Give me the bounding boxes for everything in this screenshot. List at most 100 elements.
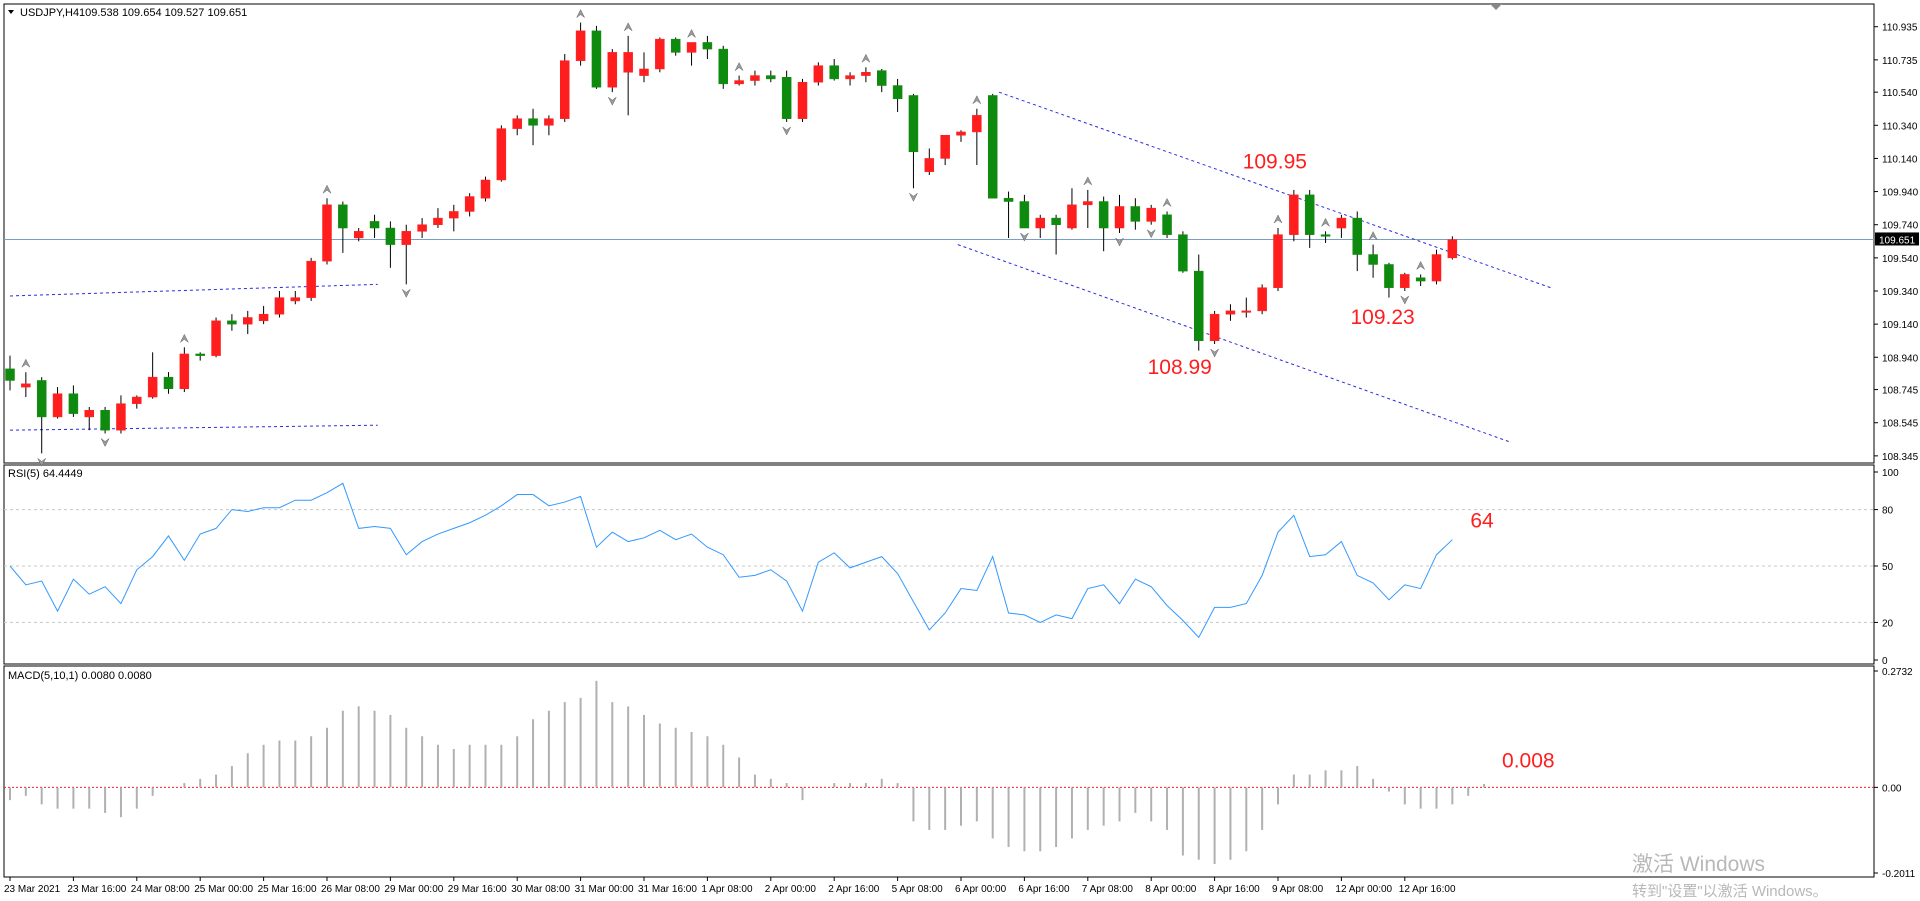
fractal-down-arrow	[1210, 348, 1219, 358]
candle-bear	[163, 376, 174, 390]
time-label: 23 Mar 16:00	[67, 884, 126, 895]
candle-bull	[1447, 239, 1458, 259]
fractal-up-arrow	[576, 9, 585, 18]
candle-bull	[211, 320, 221, 356]
candle-bear	[908, 95, 919, 153]
time-label: 29 Mar 00:00	[384, 884, 443, 895]
time-label: 8 Apr 00:00	[1145, 884, 1197, 895]
time-label: 29 Mar 16:00	[448, 884, 507, 895]
fractal-up-arrow	[1321, 217, 1330, 227]
candle-bull	[623, 52, 633, 73]
fractal-down-arrow	[608, 96, 617, 106]
fractal-down-arrow	[402, 289, 411, 298]
time-label: 2 Apr 00:00	[765, 884, 817, 895]
candle-bear	[5, 368, 15, 381]
candle-bull	[813, 65, 824, 83]
candle-bear	[1194, 270, 1204, 341]
price-tick-label: 109.940	[1882, 188, 1919, 199]
candle-bear	[1352, 217, 1362, 255]
shift-marker-icon[interactable]	[1490, 4, 1502, 10]
fractal-up-arrow	[972, 95, 982, 104]
fractal-down-arrow	[100, 438, 110, 448]
rsi-tick-label: 50	[1882, 562, 1894, 573]
candle-bull	[1257, 287, 1267, 312]
fractal-up-arrow	[1368, 231, 1378, 240]
price-annotation: 109.95	[1243, 150, 1307, 173]
time-label: 12 Apr 16:00	[1399, 884, 1456, 895]
price-tick-label: 109.740	[1882, 221, 1919, 232]
candle-bull	[1289, 194, 1299, 235]
candle-bear	[781, 76, 792, 119]
candle-bear	[528, 118, 538, 126]
price-tick-label: 108.345	[1882, 452, 1919, 463]
fractal-up-arrow	[1273, 214, 1283, 224]
current-price-box	[1875, 232, 1919, 246]
price-pane[interactable]	[3, 3, 1875, 464]
time-label: 8 Apr 16:00	[1209, 884, 1261, 895]
trend-line	[998, 91, 1551, 289]
price-annotation: 108.99	[1148, 356, 1212, 379]
candle-bull	[1146, 207, 1156, 222]
rsi-tick-label: 0	[1882, 656, 1888, 667]
candle-bear	[702, 42, 713, 50]
fractal-down-arrow	[909, 193, 918, 202]
macd-tick-label: 0.00	[1882, 783, 1902, 794]
candle-bull	[243, 317, 253, 325]
price-annotation: 109.23	[1350, 306, 1414, 329]
price-tick-label: 108.545	[1882, 419, 1919, 430]
candle-bull	[575, 30, 586, 61]
time-label: 24 Mar 08:00	[131, 884, 190, 895]
time-label: 26 Mar 08:00	[321, 884, 380, 895]
watermark-line-1: 激活 Windows	[1632, 853, 1766, 876]
macd-tick-label: -0.2011	[1882, 869, 1916, 880]
time-label: 25 Mar 16:00	[258, 884, 317, 895]
candle-bull	[924, 158, 935, 172]
candle-bear	[892, 85, 903, 100]
rsi-tick-label: 100	[1882, 468, 1899, 479]
candle-bear	[1415, 277, 1426, 282]
fractal-up-arrow	[1162, 197, 1172, 207]
price-tick-label: 108.940	[1882, 353, 1919, 364]
rsi-label: RSI(5) 64.4449	[8, 468, 83, 480]
fractal-down-arrow	[782, 126, 791, 136]
candle-bull	[1114, 206, 1125, 229]
fractal-up-arrow	[1083, 176, 1093, 186]
candle-bull	[734, 80, 744, 85]
time-label: 2 Apr 16:00	[828, 884, 880, 895]
candle-bull	[1209, 313, 1220, 341]
candle-bull	[147, 376, 158, 398]
candle-bear	[227, 320, 237, 325]
macd-current-annotation: 0.008	[1502, 749, 1555, 772]
candle-bear	[369, 221, 380, 229]
fractal-down-arrow	[37, 458, 46, 467]
fractal-up-arrow	[687, 28, 696, 38]
candle-bear	[195, 353, 205, 356]
candle-bull	[290, 297, 301, 302]
time-label: 9 Apr 08:00	[1272, 884, 1324, 895]
candle-bear	[1162, 214, 1172, 235]
candle-bull	[179, 353, 190, 390]
fractal-up-arrow	[734, 62, 744, 71]
candle-bull	[861, 72, 871, 76]
price-tick-label: 110.935	[1882, 23, 1918, 34]
candle-bull	[845, 75, 855, 80]
macd-indicator: 0.2732 0.00 -0.2011 0.008	[4, 667, 1916, 880]
rsi-pane[interactable]	[3, 464, 1875, 665]
candle-bull	[353, 231, 364, 239]
price-tick-label: 110.540	[1882, 88, 1918, 99]
symbol-dropdown-icon[interactable]	[8, 10, 14, 14]
price-tick-label: 110.140	[1882, 154, 1918, 165]
candle-bull	[639, 68, 649, 76]
fractal-up-arrow	[180, 333, 189, 343]
candle-bull	[1035, 217, 1045, 229]
time-label: 6 Apr 00:00	[955, 884, 1007, 895]
trend-line	[9, 424, 378, 431]
macd-pane[interactable]	[3, 665, 1875, 878]
candle-bear	[100, 410, 110, 431]
candle-bull	[132, 396, 142, 404]
symbol-label: USDJPY,H4	[20, 7, 79, 19]
candle-bull	[956, 131, 966, 136]
fractal-up-arrow	[623, 22, 633, 32]
fractal-down-arrow	[1115, 237, 1124, 247]
